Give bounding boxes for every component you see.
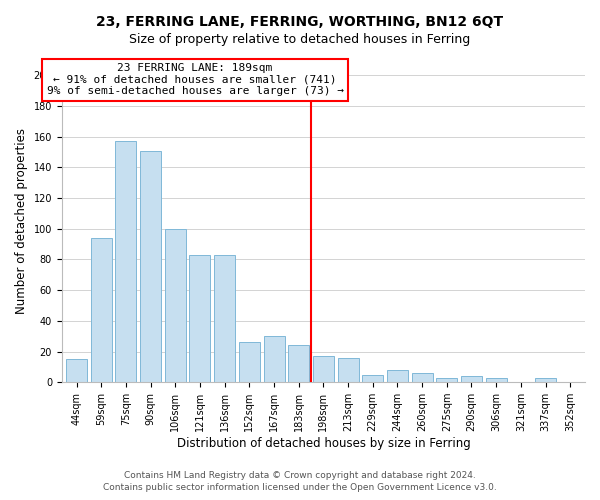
Bar — [436, 378, 457, 382]
Bar — [140, 150, 161, 382]
Bar — [535, 378, 556, 382]
Bar — [263, 336, 284, 382]
Bar — [338, 358, 359, 382]
Bar — [239, 342, 260, 382]
Bar — [387, 370, 408, 382]
Bar — [165, 229, 186, 382]
Bar — [115, 142, 136, 382]
Text: Size of property relative to detached houses in Ferring: Size of property relative to detached ho… — [130, 32, 470, 46]
Bar — [313, 356, 334, 382]
Y-axis label: Number of detached properties: Number of detached properties — [15, 128, 28, 314]
Bar — [214, 255, 235, 382]
Bar — [288, 346, 309, 382]
Bar — [190, 255, 211, 382]
Text: 23 FERRING LANE: 189sqm
← 91% of detached houses are smaller (741)
9% of semi-de: 23 FERRING LANE: 189sqm ← 91% of detache… — [47, 63, 344, 96]
Bar — [412, 373, 433, 382]
Bar — [66, 359, 87, 382]
X-axis label: Distribution of detached houses by size in Ferring: Distribution of detached houses by size … — [176, 437, 470, 450]
Text: Contains HM Land Registry data © Crown copyright and database right 2024.
Contai: Contains HM Land Registry data © Crown c… — [103, 471, 497, 492]
Bar — [362, 374, 383, 382]
Bar — [91, 238, 112, 382]
Bar — [485, 378, 506, 382]
Text: 23, FERRING LANE, FERRING, WORTHING, BN12 6QT: 23, FERRING LANE, FERRING, WORTHING, BN1… — [97, 15, 503, 29]
Bar — [461, 376, 482, 382]
